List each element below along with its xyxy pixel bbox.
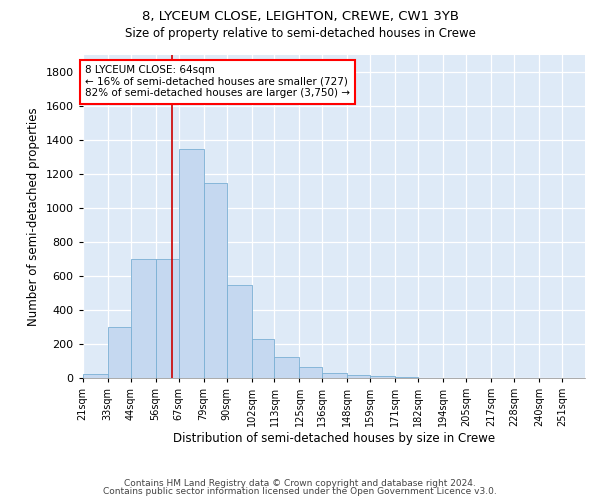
Text: 8 LYCEUM CLOSE: 64sqm
← 16% of semi-detached houses are smaller (727)
82% of sem: 8 LYCEUM CLOSE: 64sqm ← 16% of semi-deta… <box>85 65 350 98</box>
Bar <box>251 339 274 378</box>
Bar <box>108 327 131 378</box>
Bar <box>370 376 395 378</box>
Text: Size of property relative to semi-detached houses in Crewe: Size of property relative to semi-detach… <box>125 28 475 40</box>
Text: Contains HM Land Registry data © Crown copyright and database right 2024.: Contains HM Land Registry data © Crown c… <box>124 478 476 488</box>
Bar <box>155 259 179 378</box>
Y-axis label: Number of semi-detached properties: Number of semi-detached properties <box>27 107 40 326</box>
Bar <box>299 367 322 378</box>
Bar <box>131 259 155 378</box>
Bar <box>322 373 347 378</box>
Text: Contains public sector information licensed under the Open Government Licence v3: Contains public sector information licen… <box>103 487 497 496</box>
Bar <box>274 357 299 378</box>
Bar <box>203 182 227 378</box>
Bar <box>395 377 418 378</box>
X-axis label: Distribution of semi-detached houses by size in Crewe: Distribution of semi-detached houses by … <box>173 432 495 445</box>
Bar <box>347 374 370 378</box>
Bar <box>83 374 108 378</box>
Bar <box>179 148 203 378</box>
Bar <box>227 284 251 378</box>
Text: 8, LYCEUM CLOSE, LEIGHTON, CREWE, CW1 3YB: 8, LYCEUM CLOSE, LEIGHTON, CREWE, CW1 3Y… <box>142 10 458 23</box>
